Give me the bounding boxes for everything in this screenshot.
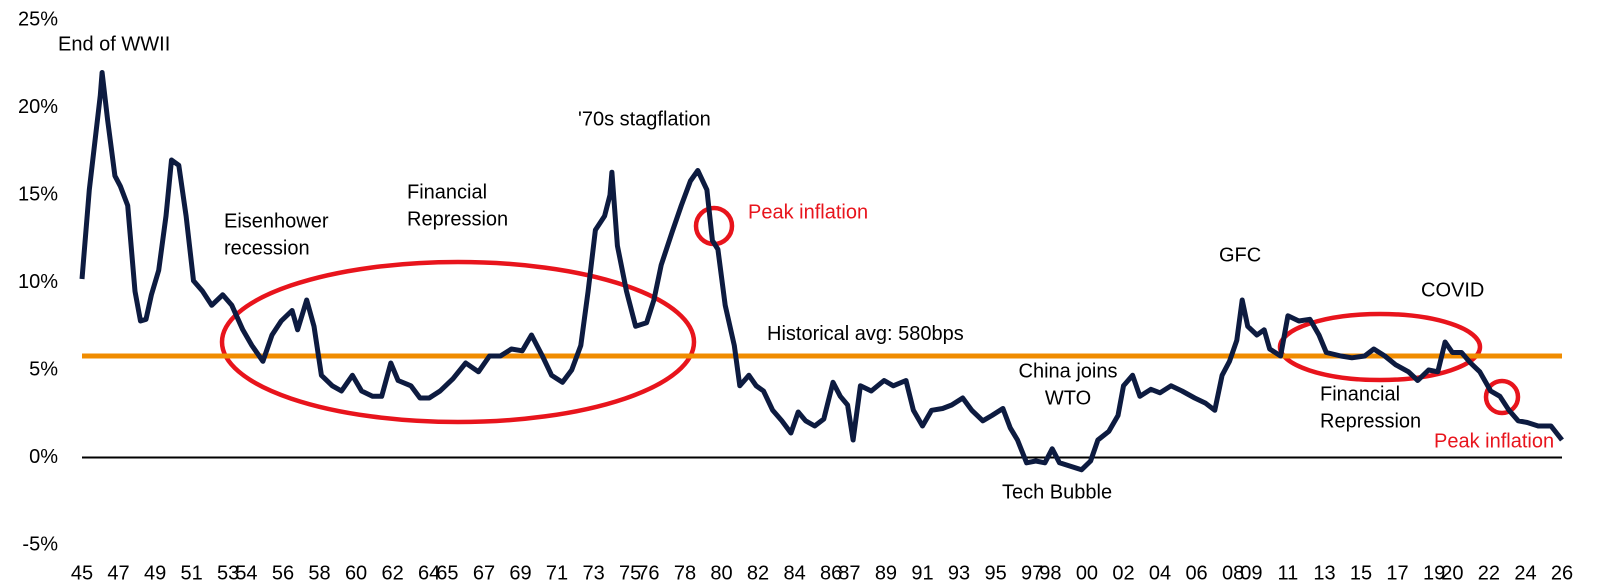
- x-tick-label: 93: [948, 563, 970, 585]
- x-tick-label: 75: [619, 563, 641, 585]
- x-tick-label: 45: [71, 563, 93, 585]
- x-tick-label: 67: [473, 563, 495, 585]
- x-tick-label: 06: [1185, 563, 1207, 585]
- x-tick-label: 62: [381, 563, 403, 585]
- x-tick-label: 71: [546, 563, 568, 585]
- annotation: China joins: [1019, 360, 1118, 382]
- x-tick-label: 13: [1313, 563, 1335, 585]
- x-tick-label: 84: [783, 563, 805, 585]
- x-tick-label: 49: [144, 563, 166, 585]
- highlight-ellipse: [219, 259, 697, 425]
- annotation: Financial: [1320, 383, 1400, 405]
- x-tick-label: 22: [1478, 563, 1500, 585]
- x-tick-label: 97: [1021, 563, 1043, 585]
- annotation: WTO: [1045, 387, 1091, 409]
- x-tick-label: 11: [1278, 563, 1299, 585]
- x-tick-label: 65: [436, 563, 458, 585]
- x-tick-label: 89: [875, 563, 897, 585]
- y-tick-label: 10%: [18, 271, 58, 293]
- x-tick-label: 47: [107, 563, 129, 585]
- x-tick-label: 54: [235, 563, 257, 585]
- annotation: Eisenhower: [224, 210, 329, 232]
- x-tick-label: 78: [674, 563, 696, 585]
- annotation: GFC: [1219, 244, 1261, 266]
- x-tick-label: 64: [418, 563, 440, 585]
- data-line: [79, 70, 1564, 473]
- reference-label: Historical avg: 580bps: [767, 323, 964, 345]
- annotation: Peak inflation: [748, 201, 868, 223]
- x-tick-label: 69: [509, 563, 531, 585]
- x-tick-label: 02: [1112, 563, 1134, 585]
- x-tick-label: 24: [1514, 563, 1536, 585]
- x-tick-label: 04: [1149, 563, 1171, 585]
- x-tick-label: 76: [637, 563, 659, 585]
- y-tick-label: 20%: [18, 96, 58, 118]
- x-tick-label: 20: [1441, 563, 1463, 585]
- y-tick-label: 25%: [18, 8, 58, 30]
- x-tick-label: 17: [1386, 563, 1408, 585]
- y-tick-label: 0%: [29, 446, 58, 468]
- x-tick-label: 56: [272, 563, 294, 585]
- annotation: '70s stagflation: [578, 108, 711, 130]
- x-tick-label: 87: [838, 563, 860, 585]
- x-tick-label: 08: [1222, 563, 1244, 585]
- annotation: Repression: [1320, 410, 1421, 432]
- x-tick-label: 00: [1076, 563, 1098, 585]
- x-tick-label: 80: [710, 563, 732, 585]
- x-tick-label: 98: [1039, 563, 1061, 585]
- x-tick-label: 86: [820, 563, 842, 585]
- annotation: Tech Bubble: [1002, 481, 1112, 503]
- x-tick-label: 82: [747, 563, 769, 585]
- annotation: Peak inflation: [1434, 430, 1554, 452]
- annotation: COVID: [1421, 279, 1484, 301]
- x-tick-label: 95: [984, 563, 1006, 585]
- x-tick-label: 53: [217, 563, 239, 585]
- x-tick-label: 15: [1350, 563, 1372, 585]
- highlight-circle: [1483, 378, 1521, 416]
- y-tick-label: -5%: [22, 533, 58, 555]
- annotation: recession: [224, 237, 310, 259]
- x-tick-label: 51: [181, 563, 203, 585]
- y-tick-label: 15%: [18, 183, 58, 205]
- x-tick-label: 26: [1551, 563, 1573, 585]
- y-tick-label: 5%: [29, 358, 58, 380]
- annotation: Financial: [407, 181, 487, 203]
- x-tick-label: 60: [345, 563, 367, 585]
- x-tick-label: 91: [911, 563, 933, 585]
- annotation: Repression: [407, 208, 508, 230]
- annotation: End of WWII: [58, 33, 170, 55]
- x-tick-label: 73: [582, 563, 604, 585]
- x-tick-label: 19: [1423, 563, 1445, 585]
- x-tick-label: 09: [1240, 563, 1262, 585]
- x-tick-label: 58: [308, 563, 330, 585]
